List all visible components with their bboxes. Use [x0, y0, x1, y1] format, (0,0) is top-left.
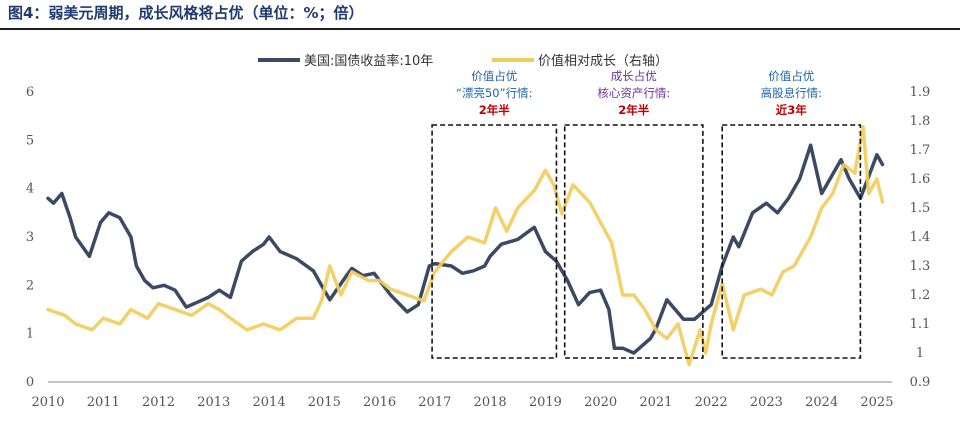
x-tick-label: 2014: [253, 395, 286, 410]
y-left-tick-label: 2: [26, 278, 34, 293]
series-line-value-growth: [46, 125, 885, 367]
y-right-tick-label: 1.6: [910, 172, 931, 187]
y-left-tick-label: 3: [26, 230, 34, 245]
annotation-label: 近3年: [776, 103, 808, 117]
y-right-tick-label: 1.3: [910, 259, 931, 274]
annotation-label: 核心资产行情:: [597, 86, 670, 100]
x-tick-label: 2018: [474, 395, 507, 410]
y-right-tick-label: 1.2: [910, 288, 931, 303]
legend-label-us10y: 美国:国债收益率:10年: [304, 53, 433, 69]
x-tick-label: 2023: [750, 395, 783, 410]
annotation-label: 价值占优: [768, 69, 814, 83]
series-line-us10y: [46, 143, 885, 355]
title-rule: [0, 28, 960, 30]
y-right-tick-label: 0.9: [910, 375, 931, 390]
x-tick-label: 2020: [584, 395, 617, 410]
annotation-label: 价值占优: [471, 69, 517, 83]
x-tick-label: 2021: [639, 395, 672, 410]
y-right-tick-label: 1: [916, 346, 924, 361]
y-left-tick-label: 5: [26, 133, 34, 148]
y-right-tick-label: 1.1: [910, 317, 931, 332]
y-right-tick-label: 1.9: [910, 85, 931, 100]
annotation-label: 2年半: [618, 103, 650, 117]
annotation-label: “漂亮50”行情:: [456, 86, 532, 100]
annotation-label: 2年半: [479, 103, 511, 117]
annotation-label: 高股息行情:: [761, 86, 822, 100]
legend-label-value-growth: 价值相对成长（右轴）: [538, 53, 668, 69]
x-tick-label: 2010: [31, 395, 64, 410]
y-right-tick-label: 1.5: [910, 201, 931, 216]
annotation-box: [563, 124, 704, 359]
y-right-tick-label: 1.7: [910, 143, 931, 158]
x-tick-label: 2016: [363, 395, 396, 410]
x-tick-label: 2017: [418, 395, 451, 410]
x-tick-label: 2025: [860, 395, 893, 410]
x-tick-label: 2024: [805, 395, 838, 410]
annotation-label: 成长占优: [611, 69, 657, 83]
y-left-tick-label: 1: [26, 327, 34, 342]
y-left-tick-label: 4: [26, 182, 34, 197]
x-tick-label: 2012: [142, 395, 175, 410]
annotation-box: [721, 124, 862, 359]
figure-title: 图4：弱美元周期，成长风格将占优（单位：%；倍）: [8, 4, 364, 22]
y-left-tick-label: 6: [26, 85, 34, 100]
annotation-box: [431, 124, 558, 359]
x-tick-label: 2013: [197, 395, 230, 410]
y-left-tick-label: 0: [26, 375, 34, 390]
x-tick-label: 2022: [695, 395, 728, 410]
x-tick-label: 2015: [308, 395, 341, 410]
y-right-tick-label: 1.8: [910, 114, 931, 129]
y-right-tick-label: 1.4: [910, 230, 931, 245]
x-tick-label: 2011: [87, 395, 120, 410]
x-tick-label: 2019: [529, 395, 562, 410]
